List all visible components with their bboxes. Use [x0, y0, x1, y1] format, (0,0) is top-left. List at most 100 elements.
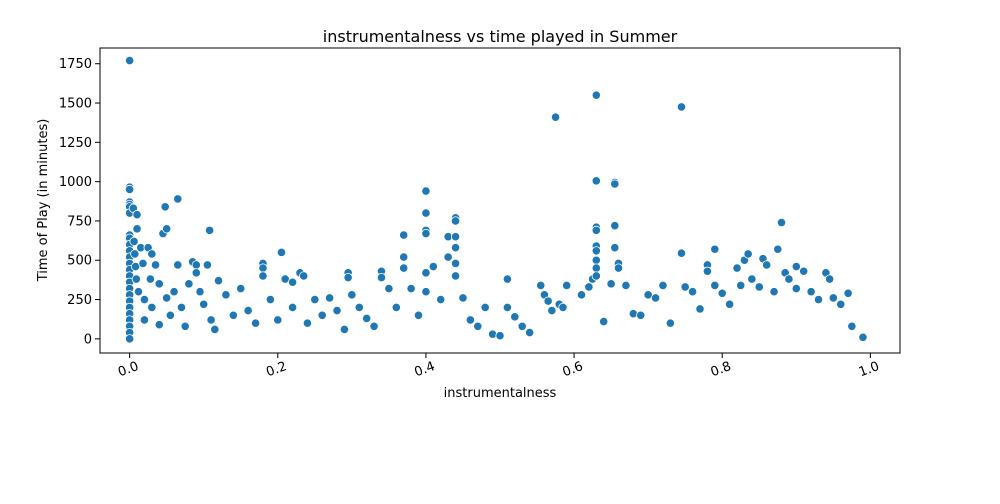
x-tick-label: 0.4 [412, 359, 437, 380]
data-point [250, 318, 261, 328]
x-tick-label: 0.6 [561, 359, 586, 380]
data-point [613, 263, 624, 273]
data-point [610, 243, 620, 253]
data-point [536, 280, 546, 290]
data-point [369, 321, 379, 331]
data-point [276, 247, 287, 257]
x-tick-label: 0.8 [709, 359, 734, 380]
data-point [421, 228, 431, 239]
data-point [160, 202, 170, 212]
data-point [265, 294, 275, 305]
data-point [754, 282, 764, 292]
data-point [610, 221, 620, 231]
x-tick-label: 0.2 [264, 359, 289, 380]
data-point [628, 309, 638, 319]
data-point [287, 302, 298, 313]
data-point [210, 324, 220, 335]
data-point [145, 274, 155, 284]
data-point [676, 248, 687, 258]
x-axis-label: instrumentalness [444, 386, 557, 401]
data-point [131, 274, 141, 284]
data-point [847, 321, 857, 331]
data-point [591, 255, 601, 265]
data-point [343, 272, 353, 283]
data-point [399, 263, 409, 273]
data-point [199, 299, 209, 309]
data-point [650, 293, 661, 303]
data-point [450, 243, 461, 253]
data-point [717, 288, 727, 298]
data-point [173, 260, 183, 270]
x-tick-label: 1.0 [857, 359, 882, 380]
data-point [502, 274, 513, 284]
data-point [636, 310, 646, 320]
data-point [139, 294, 150, 305]
data-point [273, 315, 283, 325]
data-point [236, 283, 246, 294]
data-point [591, 271, 601, 281]
data-point [591, 90, 601, 100]
data-point [732, 263, 742, 273]
data-point [228, 310, 238, 320]
data-point [138, 258, 148, 268]
data-point [510, 312, 520, 322]
x-tick-label: 0.0 [116, 359, 141, 380]
data-point [562, 280, 572, 290]
data-point [799, 266, 809, 276]
data-point [221, 290, 231, 300]
data-point [665, 318, 675, 328]
data-point [436, 294, 446, 305]
data-point [450, 232, 461, 242]
data-point [450, 216, 461, 226]
data-point [202, 260, 213, 270]
data-point [487, 329, 498, 339]
data-point [495, 331, 505, 341]
data-point [169, 287, 179, 297]
data-point [191, 260, 201, 270]
data-point [517, 321, 527, 331]
y-tick-label: 750 [67, 214, 92, 229]
y-tick-label: 1750 [59, 57, 92, 72]
data-point [458, 293, 468, 303]
data-point [428, 261, 438, 272]
data-point [129, 236, 139, 246]
data-point [702, 266, 713, 276]
data-point [825, 274, 835, 284]
data-point [676, 102, 687, 112]
data-point [406, 283, 416, 294]
data-point [162, 224, 172, 234]
data-point [762, 260, 772, 270]
data-point [843, 288, 853, 298]
data-point [147, 249, 157, 259]
data-point [591, 176, 601, 186]
y-axis: 0 250 500 750 1000 1250 1500 1750 [59, 57, 100, 347]
data-point [133, 287, 144, 297]
chart-title: instrumentalness vs time played in Summe… [323, 27, 678, 46]
data-point [180, 321, 190, 331]
data-point [258, 271, 268, 281]
data-point [258, 263, 268, 273]
data-point [791, 283, 801, 294]
x-axis: 0.0 0.2 0.4 0.6 0.8 1.0 [116, 353, 881, 380]
data-point [836, 299, 846, 309]
data-point [325, 293, 335, 303]
data-point [376, 272, 387, 283]
data-point [784, 274, 794, 284]
data-point [125, 184, 135, 195]
data-point [443, 252, 453, 262]
plot-frame [99, 47, 901, 354]
data-point [658, 280, 668, 290]
y-tick-label: 500 [67, 254, 92, 269]
data-point [421, 268, 431, 278]
data-point [195, 287, 205, 297]
data-point [806, 287, 816, 297]
data-point [525, 327, 535, 338]
data-point [132, 224, 142, 234]
data-point [302, 318, 313, 328]
data-point [399, 230, 409, 240]
y-tick-label: 0 [84, 332, 92, 347]
data-point [606, 279, 616, 289]
data-point [725, 299, 735, 309]
data-point [591, 263, 601, 273]
